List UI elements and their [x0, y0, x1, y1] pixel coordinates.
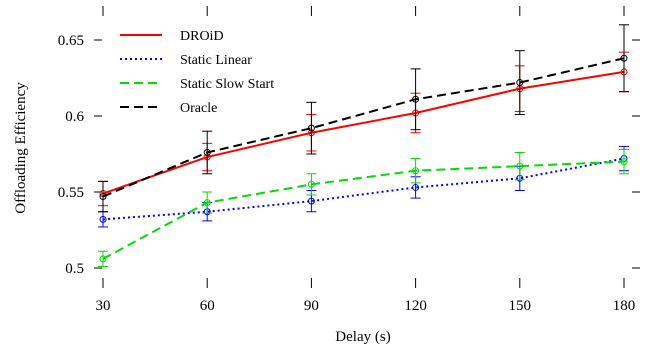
legend-label: Static Linear — [180, 53, 252, 68]
y-tick-label: 0.5 — [65, 261, 84, 277]
series-static-linear — [98, 145, 629, 228]
data-point — [307, 124, 315, 132]
legend-item: Oracle — [120, 101, 217, 116]
series-layer — [98, 24, 629, 267]
data-point — [620, 54, 628, 62]
x-tick-label: 60 — [200, 298, 215, 314]
y-tick-label: 0.6 — [65, 109, 84, 125]
series-static-slow-start — [98, 148, 629, 267]
x-axis-title: Delay (s) — [335, 329, 390, 345]
x-tick-label: 30 — [96, 298, 111, 314]
series-line — [102, 57, 625, 198]
data-point — [412, 183, 420, 191]
data-point — [516, 162, 524, 170]
data-point — [307, 197, 315, 205]
data-point — [307, 180, 315, 188]
x-tick-label: 120 — [404, 298, 427, 314]
data-point — [203, 148, 211, 156]
data-point — [99, 193, 107, 201]
y-tick-label: 0.55 — [58, 185, 84, 201]
x-tick-label: 150 — [509, 298, 532, 314]
y-tick-label: 0.65 — [58, 33, 84, 49]
x-tick-label: 90 — [304, 298, 319, 314]
legend-label: DROiD — [180, 29, 224, 44]
series-line — [102, 160, 625, 260]
data-point — [99, 255, 107, 263]
legend-item: DROiD — [120, 29, 224, 44]
data-point — [620, 158, 628, 166]
series-line — [102, 157, 625, 221]
x-tick-labels: 30 60 90 120 150 180 — [96, 298, 636, 314]
y-axis-title: Offloading Efficiency — [13, 82, 29, 214]
y-tick-labels: 0.5 0.55 0.6 0.65 — [58, 33, 85, 277]
legend-label: Oracle — [180, 101, 217, 116]
data-point — [412, 167, 420, 175]
data-point — [99, 215, 107, 223]
legend: DROiD Static Linear Static Slow Start Oracl… — [120, 29, 274, 116]
series-oracle — [98, 24, 629, 213]
data-point — [516, 79, 524, 87]
legend-label: Static Slow Start — [180, 77, 274, 92]
legend-item: Static Linear — [120, 53, 252, 68]
data-point — [203, 199, 211, 207]
legend-item: Static Slow Start — [120, 77, 274, 92]
x-tick-label: 180 — [613, 298, 636, 314]
data-point — [412, 95, 420, 103]
axis-ticks — [94, 6, 640, 288]
series-line — [102, 70, 625, 195]
